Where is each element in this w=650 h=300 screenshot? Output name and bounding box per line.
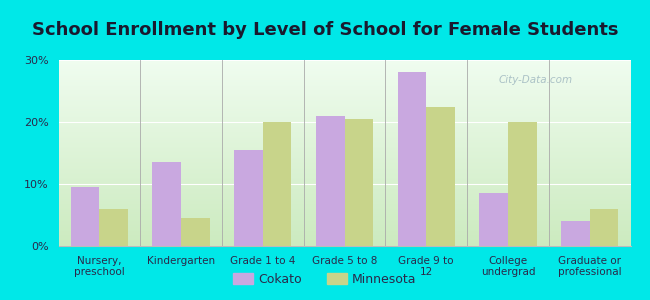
- Bar: [561, 221, 590, 246]
- Bar: [316, 116, 344, 246]
- Bar: [479, 193, 508, 246]
- Bar: [590, 209, 618, 246]
- Bar: [71, 187, 99, 246]
- Bar: [181, 218, 210, 246]
- Text: School Enrollment by Level of School for Female Students: School Enrollment by Level of School for…: [32, 21, 618, 39]
- Bar: [426, 106, 455, 246]
- Bar: [508, 122, 536, 246]
- Bar: [153, 162, 181, 246]
- Bar: [398, 72, 426, 246]
- Bar: [99, 209, 128, 246]
- Bar: [344, 119, 373, 246]
- Text: City-Data.com: City-Data.com: [499, 75, 573, 85]
- Bar: [263, 122, 291, 246]
- Bar: [234, 150, 263, 246]
- Legend: Cokato, Minnesota: Cokato, Minnesota: [228, 268, 422, 291]
